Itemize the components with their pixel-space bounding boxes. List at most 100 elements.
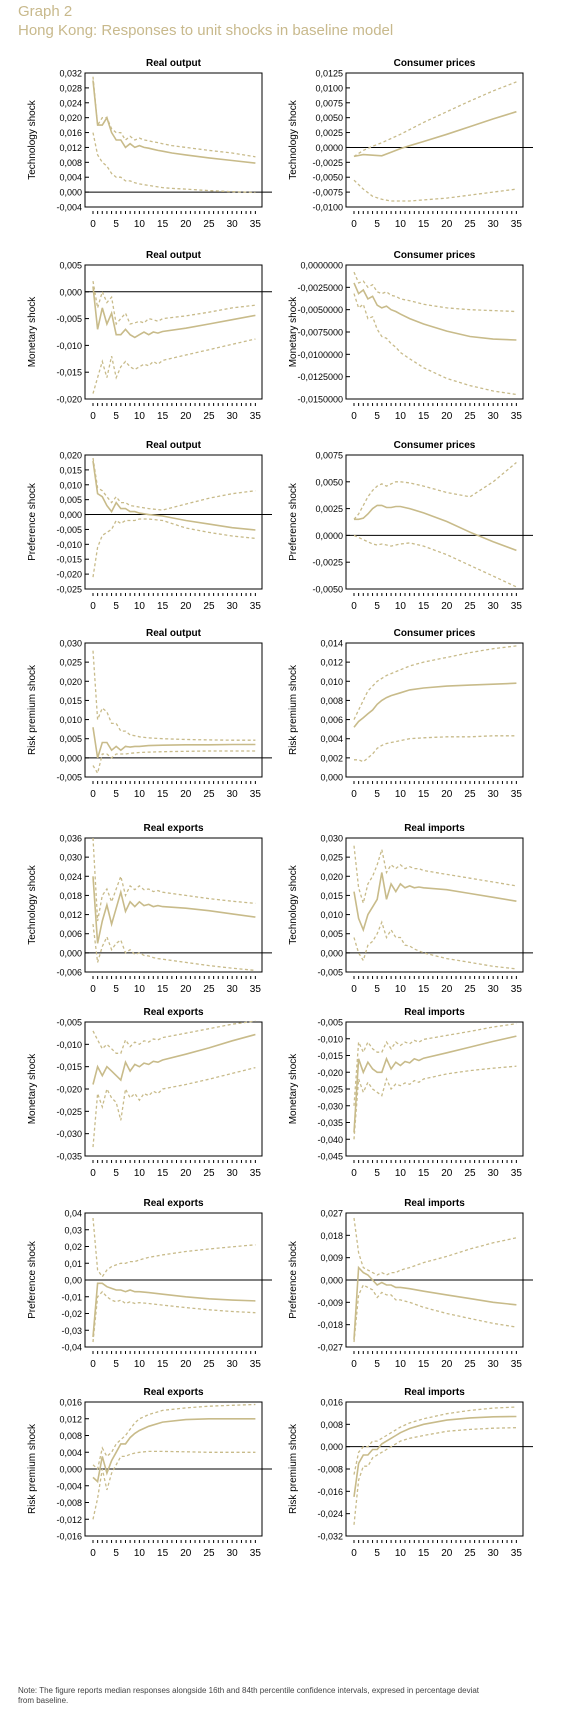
chart-panel: Real imports Preference shock 0,027 0,018 0,… — [288, 1198, 533, 1370]
y-tick-label: 0,015 — [59, 696, 82, 706]
x-tick-label: 25 — [464, 789, 476, 800]
y-tick-label: -0,020 — [56, 395, 82, 405]
x-tick-label: 20 — [441, 1548, 453, 1559]
median-line — [92, 1418, 256, 1484]
x-tick-label: 25 — [203, 601, 215, 612]
x-tick-label: 5 — [113, 1168, 119, 1179]
x-tick-label: 15 — [157, 789, 169, 800]
y-tick-label: -0,030 — [56, 1129, 82, 1139]
y-tick-label: -0,0050000 — [297, 305, 343, 315]
y-tick-label: 0,005 — [59, 734, 82, 744]
chart-title: Real imports — [404, 823, 465, 834]
chart-panel: Real exports Technology shock 0,036 0,030 0,… — [27, 823, 272, 995]
x-tick-label: 0 — [351, 1548, 357, 1559]
median-line — [353, 282, 517, 341]
chart-title: Real exports — [143, 1387, 203, 1398]
x-tick-label: 5 — [113, 601, 119, 612]
y-tick-label: 0,020 — [59, 113, 82, 123]
y-tick-label: -0,005 — [56, 525, 82, 535]
chart-title: Real output — [146, 628, 202, 639]
chart-title: Consumer prices — [394, 58, 476, 69]
y-tick-label: -0,0075 — [312, 188, 343, 198]
y-tick-label: 0,032 — [59, 69, 82, 79]
y-axis-label: Technology shock — [288, 864, 299, 944]
y-axis-label: Risk premium shock — [288, 664, 299, 755]
y-tick-label: -0,03 — [61, 1326, 82, 1336]
graph-title: Hong Kong: Responses to unit shocks in b… — [18, 22, 394, 39]
x-tick-label: 20 — [180, 1168, 192, 1179]
y-tick-label: 0,025 — [59, 658, 82, 668]
x-tick-label: 30 — [488, 1168, 500, 1179]
y-tick-label: 0,015 — [59, 465, 82, 475]
y-axis-label: Preference shock — [27, 1240, 38, 1319]
y-tick-label: 0,008 — [59, 158, 82, 168]
plot-frame — [84, 72, 263, 208]
confidence-band-line — [92, 1066, 256, 1148]
y-axis-label: Risk premium shock — [288, 1423, 299, 1514]
x-tick-label: 10 — [134, 1168, 146, 1179]
y-tick-label: 0,000 — [320, 773, 343, 783]
chart-panel: Real output Monetary shock 0,005 0,000 -0,00… — [27, 250, 272, 422]
y-tick-label: 0,0125 — [315, 69, 343, 79]
plot-frame — [84, 642, 263, 778]
x-tick-label: 20 — [441, 219, 453, 230]
x-tick-label: 25 — [203, 1359, 215, 1370]
x-tick-label: 35 — [250, 601, 262, 612]
y-tick-label: -0,01 — [61, 1292, 82, 1302]
x-tick-label: 20 — [441, 984, 453, 995]
x-tick-label: 15 — [157, 411, 169, 422]
x-tick-label: 15 — [418, 984, 430, 995]
y-axis-label: Monetary shock — [288, 1053, 299, 1125]
y-tick-label: -0,016 — [56, 1532, 82, 1542]
y-tick-label: 0,012 — [59, 143, 82, 153]
y-axis-label: Technology shock — [27, 99, 38, 179]
y-tick-label: 0,030 — [320, 834, 343, 844]
y-tick-label: -0,008 — [317, 1465, 343, 1475]
chart-title: Real exports — [143, 1198, 203, 1209]
x-tick-label: 30 — [227, 411, 239, 422]
y-tick-label: -0,027 — [317, 1343, 343, 1353]
chart-title: Real exports — [143, 823, 203, 834]
median-line — [353, 872, 517, 933]
x-tick-label: 25 — [203, 1548, 215, 1559]
x-tick-label: 0 — [90, 411, 96, 422]
y-tick-label: -0,02 — [61, 1309, 82, 1319]
x-tick-label: 25 — [203, 789, 215, 800]
y-tick-label: 0,027 — [320, 1209, 343, 1219]
chart-title: Real output — [146, 440, 202, 451]
x-tick-label: 10 — [134, 601, 146, 612]
y-tick-label: -0,005 — [56, 773, 82, 783]
x-tick-label: 25 — [464, 1548, 476, 1559]
x-tick-label: 15 — [157, 1359, 169, 1370]
confidence-band-line — [353, 1023, 517, 1106]
y-tick-label: -0,005 — [56, 1018, 82, 1028]
x-tick-label: 0 — [351, 984, 357, 995]
median-line — [353, 1265, 517, 1340]
x-tick-label: 10 — [134, 1548, 146, 1559]
confidence-band-line — [92, 518, 256, 578]
x-tick-label: 30 — [488, 1359, 500, 1370]
confidence-band-line — [353, 845, 517, 906]
x-tick-label: 5 — [374, 1168, 380, 1179]
x-tick-label: 35 — [511, 1548, 523, 1559]
x-tick-label: 0 — [90, 789, 96, 800]
chart-title: Consumer prices — [394, 250, 476, 261]
y-tick-label: 0,008 — [320, 1420, 343, 1430]
x-tick-label: 15 — [418, 411, 430, 422]
confidence-band-line — [353, 293, 517, 396]
x-tick-label: 25 — [464, 219, 476, 230]
x-tick-label: 20 — [441, 601, 453, 612]
confidence-band-line — [354, 735, 517, 763]
median-line — [92, 1033, 256, 1085]
x-tick-label: 30 — [488, 219, 500, 230]
y-axis-label: Preference shock — [288, 1240, 299, 1319]
x-tick-label: 30 — [227, 601, 239, 612]
y-tick-label: -0,020 — [56, 1085, 82, 1095]
confidence-band-line — [353, 462, 517, 520]
confidence-band-line — [92, 837, 256, 922]
y-tick-label: -0,005 — [317, 1018, 343, 1028]
y-tick-label: 0,0025 — [315, 128, 343, 138]
y-tick-label: 0,010 — [59, 715, 82, 725]
y-tick-label: -0,035 — [56, 1152, 82, 1162]
x-tick-label: 5 — [374, 1359, 380, 1370]
